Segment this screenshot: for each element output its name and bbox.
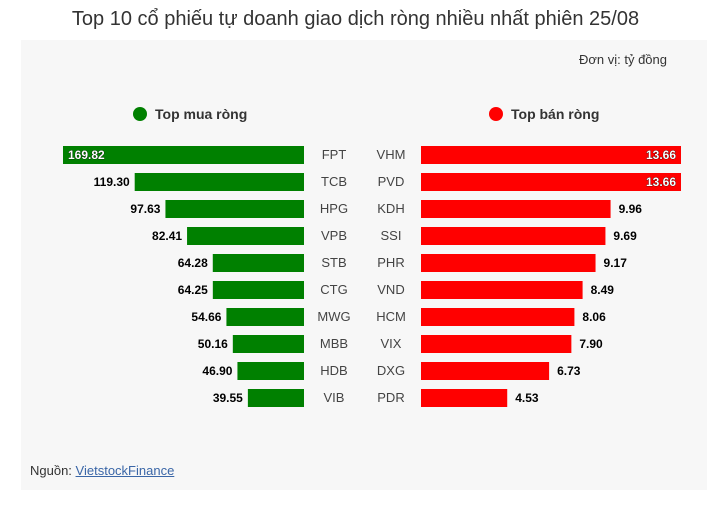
sell-category-label: KDH — [377, 201, 404, 216]
legend-sell[interactable]: Top bán ròng — [489, 106, 599, 122]
buy-category-label: FPT — [322, 147, 347, 162]
sell-bar — [421, 308, 575, 326]
sell-bar — [421, 281, 583, 299]
buy-value-label: 97.63 — [130, 202, 160, 216]
buy-category-label: MBB — [320, 336, 348, 351]
buy-value-label: 64.25 — [178, 283, 208, 297]
buy-category-label: HDB — [320, 363, 347, 378]
buy-bar — [212, 281, 304, 299]
sell-bar — [421, 146, 681, 164]
source-note: Nguồn: VietstockFinance — [30, 463, 174, 478]
buy-value-label: 46.90 — [202, 364, 232, 378]
sell-value-label: 9.96 — [619, 202, 643, 216]
sell-bar — [421, 362, 550, 380]
buy-value-label: 54.66 — [191, 310, 221, 324]
sell-bar — [421, 335, 572, 353]
buy-value-label: 169.82 — [68, 148, 105, 162]
buy-category-label: MWG — [317, 309, 350, 324]
sell-category-label: DXG — [377, 363, 405, 378]
sell-category-label: PHR — [377, 255, 404, 270]
sell-value-label: 13.66 — [646, 148, 676, 162]
buy-bar — [134, 173, 304, 191]
sell-bar — [421, 389, 508, 407]
sell-value-label: 7.90 — [579, 337, 603, 351]
buy-bar — [237, 362, 304, 380]
sell-category-label: HCM — [376, 309, 406, 324]
sell-value-label: 6.73 — [557, 364, 581, 378]
sell-category-label: VND — [377, 282, 404, 297]
sell-dot-icon — [489, 107, 503, 121]
buy-value-label: 50.16 — [198, 337, 228, 351]
sell-bar — [421, 227, 606, 245]
buy-category-label: CTG — [320, 282, 347, 297]
sell-value-label: 9.17 — [604, 256, 628, 270]
sell-bar — [421, 254, 596, 272]
legend-buy[interactable]: Top mua ròng — [133, 106, 247, 122]
sell-category-label: PVD — [378, 174, 405, 189]
buy-bar — [212, 254, 304, 272]
buy-value-label: 64.28 — [178, 256, 208, 270]
sell-category-label: VHM — [377, 147, 406, 162]
legend-sell-label: Top bán ròng — [511, 106, 600, 122]
unit-label: Đơn vị: tỷ đồng — [578, 52, 667, 67]
buy-category-label: VPB — [321, 228, 347, 243]
source-prefix: Nguồn: — [30, 463, 76, 478]
sell-value-label: 9.69 — [613, 229, 637, 243]
buy-bar — [187, 227, 304, 245]
sell-value-label: 13.66 — [646, 175, 676, 189]
buy-bar — [232, 335, 304, 353]
buy-category-label: STB — [321, 255, 346, 270]
buy-value-label: 82.41 — [152, 229, 182, 243]
buy-bar — [165, 200, 304, 218]
sell-category-label: PDR — [377, 390, 404, 405]
sell-bar — [421, 200, 611, 218]
sell-value-label: 8.49 — [591, 283, 615, 297]
chart-title: Top 10 cổ phiếu tự doanh giao dịch ròng … — [71, 8, 640, 30]
buy-dot-icon — [133, 107, 147, 121]
buy-bar — [226, 308, 304, 326]
sell-bar — [421, 173, 681, 191]
buy-value-label: 39.55 — [213, 391, 243, 405]
buy-bar — [247, 389, 304, 407]
sell-value-label: 4.53 — [515, 391, 539, 405]
buy-category-label: VIB — [324, 390, 345, 405]
sell-category-label: VIX — [381, 336, 402, 351]
legend-buy-label: Top mua ròng — [155, 106, 248, 122]
source-link[interactable]: VietstockFinance — [75, 463, 175, 478]
sell-value-label: 8.06 — [582, 310, 606, 324]
buy-bar — [63, 146, 304, 164]
buy-category-label: HPG — [320, 201, 348, 216]
sell-category-label: SSI — [381, 228, 402, 243]
buy-value-label: 119.30 — [94, 175, 130, 189]
buy-category-label: TCB — [321, 174, 347, 189]
